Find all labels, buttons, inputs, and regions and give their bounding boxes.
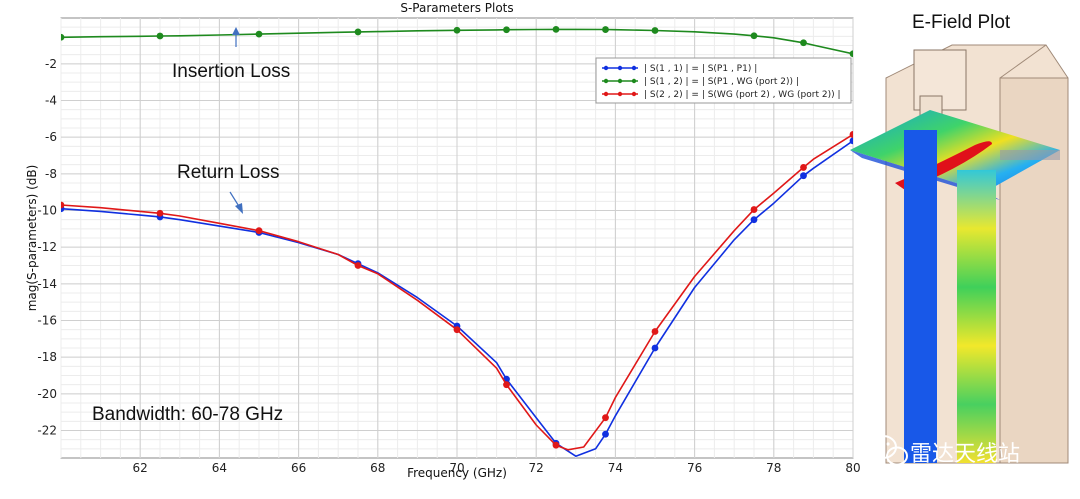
x-tick-label: 74	[608, 461, 623, 475]
series-2-marker	[453, 26, 461, 34]
y-axis-label: mag(S-parameters) (dB)	[25, 165, 39, 312]
x-tick-label: 80	[845, 461, 860, 475]
legend-entry-1: | S(1 , 1) | = | S(P1 , P1) |	[644, 64, 757, 74]
series-3-marker	[651, 328, 659, 335]
efield-title: E-Field Plot	[912, 12, 1011, 33]
legend-entry-2: | S(1 , 2) | = | S(P1 , WG (port 2)) |	[644, 77, 799, 87]
legend-swatch-marker	[603, 78, 609, 84]
efield-plane-edge	[1000, 150, 1060, 160]
chart-title: S-Parameters Plots	[400, 1, 513, 15]
y-tick-label: -8	[45, 167, 57, 181]
y-tick-label: -6	[45, 130, 57, 144]
series-1-marker	[651, 344, 659, 352]
x-tick-label: 76	[687, 461, 702, 475]
y-tick-label: -20	[37, 387, 57, 401]
series-1-marker	[849, 137, 853, 145]
watermark-text: 雷达天线站	[910, 442, 1020, 467]
legend-swatch-marker	[631, 65, 637, 71]
return-loss-arrowhead	[235, 203, 243, 214]
x-tick-label: 78	[766, 461, 781, 475]
housing-edge	[999, 44, 1047, 79]
y-tick-labels: -2 -4 -6 -8 -10 -12 -14 -16 -18 -20 -22	[37, 57, 57, 438]
y-tick-label: -12	[37, 240, 57, 254]
series-2-marker	[354, 28, 362, 36]
legend-swatch-marker	[631, 91, 637, 97]
y-tick-label: -16	[37, 314, 57, 328]
series-3-marker	[552, 441, 560, 449]
series-1-marker	[750, 216, 758, 224]
series-2-marker	[61, 33, 65, 41]
series-1-marker	[602, 430, 609, 438]
return-loss-label: Return Loss	[177, 162, 279, 183]
y-tick-label: -2	[45, 57, 57, 71]
series-3-marker	[602, 414, 609, 422]
y-tick-label: -4	[45, 94, 57, 108]
y-tick-label: -10	[37, 204, 57, 218]
y-tick-label: -18	[37, 350, 57, 364]
legend-swatch-marker	[617, 65, 623, 71]
x-tick-label: 66	[291, 461, 306, 475]
series-3-marker	[503, 381, 510, 389]
series-layer	[61, 25, 853, 458]
x-axis-label: Frequency (GHz)	[407, 466, 507, 480]
legend-swatch-marker	[631, 78, 637, 84]
series-3-marker	[61, 201, 65, 209]
series-2-marker	[651, 27, 659, 34]
series-2-marker	[750, 32, 758, 40]
series-2-marker	[552, 25, 560, 33]
series-line-2	[61, 28, 853, 55]
legend: | S(1 , 1) | = | S(P1 , P1) | | S(1 , 2) …	[595, 57, 852, 104]
series-3-marker	[156, 209, 164, 217]
series-3-marker	[800, 164, 807, 171]
legend-swatch-marker	[603, 91, 609, 97]
series-3-marker	[750, 206, 758, 213]
bandwidth-label: Bandwidth: 60-78 GHz	[92, 404, 283, 425]
legend-items: | S(1 , 1) | = | S(P1 , P1) | | S(1 , 2) …	[602, 64, 841, 100]
series-1-marker	[800, 172, 807, 180]
efield-plane-vertical-gradient	[957, 170, 996, 463]
insertion-loss-label: Insertion Loss	[172, 61, 290, 82]
y-tick-label: -22	[37, 424, 57, 438]
legend-box	[595, 57, 852, 104]
series-2-marker	[156, 32, 164, 40]
return-loss-annotation: Return Loss	[177, 162, 279, 214]
efield-plane-horizontal	[850, 110, 1060, 192]
legend-entry-3: | S(2 , 2) | = | S(WG (port 2) , WG (por…	[644, 90, 841, 100]
x-tick-label: 62	[133, 461, 148, 475]
legend-swatch-marker	[603, 65, 609, 71]
insertion-loss-arrowhead	[232, 27, 240, 35]
efield-plane-vertical-blue	[904, 130, 937, 463]
series-2-marker	[255, 30, 263, 38]
watermark: 雷达天线站	[869, 435, 1020, 467]
series-2-marker	[800, 39, 807, 47]
efield-illustration: E-Field Plot	[850, 12, 1069, 464]
series-3-marker	[255, 227, 263, 235]
x-tick-label: 70	[449, 461, 464, 475]
legend-swatch-marker	[617, 91, 623, 97]
series-3-marker	[354, 262, 362, 269]
series-2-marker	[602, 26, 609, 33]
x-tick-labels: 62 64 66 68 70 72 74 76 78 80	[133, 461, 861, 475]
y-tick-label: -14	[37, 277, 57, 291]
insertion-loss-annotation: Insertion Loss	[172, 27, 290, 82]
series-3-marker	[453, 326, 461, 334]
x-tick-label: 72	[529, 461, 544, 475]
series-2-marker	[503, 26, 510, 34]
series-3-marker	[849, 131, 853, 138]
waveguide-housing-side	[999, 77, 1069, 464]
x-tick-label: 64	[212, 461, 227, 475]
wechat-icon	[869, 435, 908, 466]
series-2-marker	[849, 50, 853, 58]
legend-swatch-marker	[617, 78, 623, 84]
x-tick-label: 68	[370, 461, 385, 475]
